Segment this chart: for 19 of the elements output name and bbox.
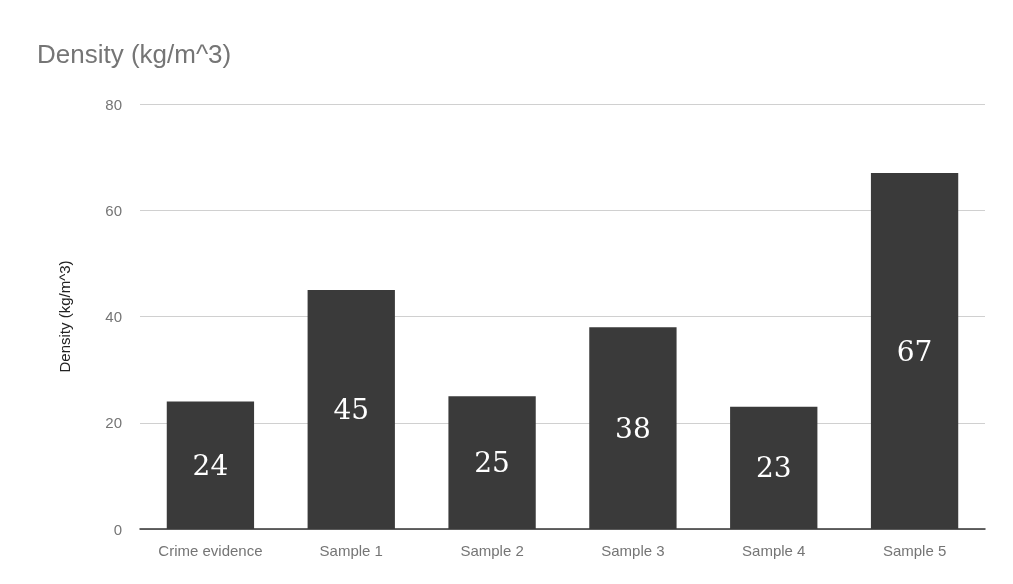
x-tick-label: Sample 1	[319, 542, 383, 559]
y-tick-label: 40	[105, 308, 122, 325]
data-label: 67	[896, 334, 933, 368]
data-label: 23	[755, 451, 792, 485]
x-tick-label: Sample 4	[742, 542, 806, 559]
x-tick-label: Sample 5	[882, 542, 947, 559]
x-tick-label: Crime evidence	[158, 542, 263, 559]
y-tick-label: 80	[105, 95, 122, 113]
data-label: 24	[192, 448, 229, 482]
y-tick-label: 20	[105, 414, 122, 432]
y-axis-title: Density (kg/m^3)	[56, 260, 73, 373]
data-label: 38	[615, 411, 651, 445]
chart-title: Density (kg/m^3)	[37, 39, 232, 69]
y-tick-label: 60	[105, 201, 122, 219]
data-label: 45	[333, 392, 370, 426]
x-tick-label: Sample 3	[601, 542, 665, 559]
x-tick-label: Sample 2	[460, 542, 524, 559]
data-label: 25	[474, 446, 510, 480]
y-tick-label: 0	[113, 520, 122, 538]
